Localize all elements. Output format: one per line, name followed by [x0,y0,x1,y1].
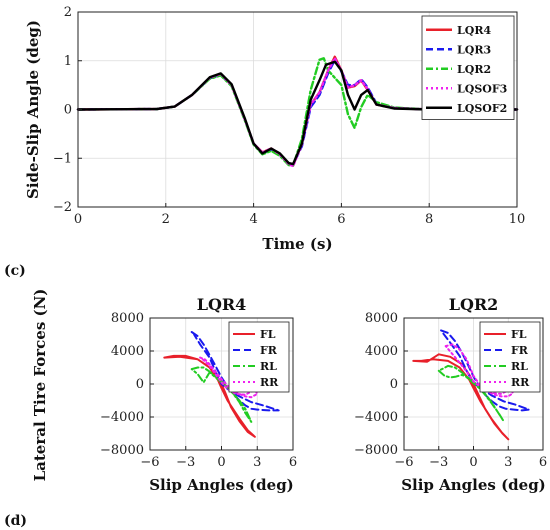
chart-title: LQR2 [449,295,499,314]
y-tick-label: 0 [136,377,144,392]
x-tick-label: 0 [469,455,477,470]
x-axis-label: Slip Angles (deg) [401,476,546,494]
x-tick-label: −6 [394,455,413,470]
x-tick-label: −6 [140,455,159,470]
legend-label-lqr4: LQR4 [457,24,491,37]
legend-label-fl: FL [511,328,527,341]
y-tick-label: −1 [53,151,72,166]
x-tick-label: 4 [249,212,257,227]
series-line-lqsof2 [76,60,519,166]
series-line-fr [440,329,531,412]
lqr2-tire-force-chart: −6 −3 0 3 6 −8000 −4000 0 4000 8000 Slip Angles (d… [354,295,547,494]
series-line-rr [444,343,514,398]
lqr4-tire-force-chart: −6 −3 0 3 6 −8000 −4000 0 4000 8000 Slip Angles (d… [31,289,297,494]
x-tick-label: 10 [509,212,526,227]
legend-label-lqr3: LQR3 [457,43,491,56]
y-axis-label: Lateral Tire Forces (N) [31,289,49,482]
legend-label-fl: FL [260,328,276,341]
x-tick-label: 6 [539,455,547,470]
series-line-rl [437,364,505,423]
y-tick-label: −8000 [100,443,144,458]
panel-label-d: (d) [4,513,27,529]
x-tick-label: −3 [429,455,448,470]
legend-label-fr: FR [260,344,278,357]
chart-title: LQR4 [197,295,247,314]
x-tick-label: 3 [504,455,512,470]
y-tick-label: 4000 [365,344,398,359]
legend-label-lqsof2: LQSOF2 [457,102,507,115]
series-line-rr [199,356,259,399]
legend-label-rl: RL [260,360,277,373]
panel-label-c: (c) [4,263,26,279]
legend-label-lqr2: LQR2 [457,63,491,76]
legend-label-rl: RL [511,360,528,373]
y-tick-label: 0 [390,377,398,392]
x-tick-label: 8 [425,212,433,227]
x-tick-label: 0 [74,212,82,227]
legend-label-rr: RR [260,376,279,389]
series-line-fl [163,354,256,438]
series-line-fl [412,353,510,441]
legend-label-lqsof3: LQSOF3 [457,82,507,95]
y-tick-label: 8000 [365,311,398,326]
y-tick-label: −4000 [354,410,398,425]
y-tick-label: −8000 [354,443,398,458]
x-tick-label: −3 [176,455,195,470]
x-tick-label: 0 [217,455,225,470]
x-tick-label: 6 [337,212,345,227]
y-tick-label: 4000 [111,344,144,359]
y-tick-label: 2 [64,5,72,20]
legend-label-fr: FR [511,344,529,357]
side-slip-angle-chart: 0 2 4 6 8 10 −2 −1 0 1 2 Time (s) Side-Slip Angle (d… [24,5,525,253]
x-axis-label: Slip Angles (deg) [149,476,294,494]
x-axis-label: Time (s) [262,235,332,253]
y-tick-label: −4000 [100,410,144,425]
y-axis-label: Side-Slip Angle (deg) [24,20,42,199]
y-tick-label: 0 [64,103,72,118]
x-tick-label: 6 [289,455,297,470]
y-tick-label: −2 [53,200,72,215]
x-tick-label: 2 [162,212,170,227]
y-tick-label: 8000 [111,311,144,326]
legend-label-rr: RR [511,376,530,389]
x-tick-label: 3 [253,455,261,470]
y-tick-label: 1 [64,54,72,69]
series-line-rl [190,366,253,423]
